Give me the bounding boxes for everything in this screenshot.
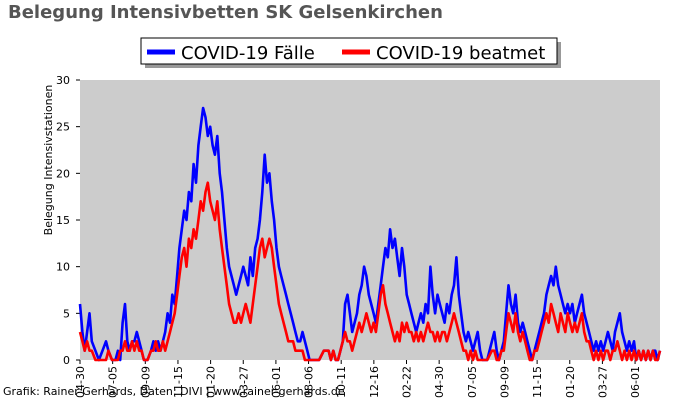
x-tick-label: 03-27 [237, 366, 250, 398]
x-tick-label: 01-20 [564, 366, 577, 398]
x-tick-label: 04-30 [74, 366, 87, 398]
plot-area [80, 80, 660, 360]
x-tick-label: 11-15 [531, 366, 544, 398]
x-tick-label: 07-05 [466, 366, 479, 398]
y-tick-label: 20 [56, 167, 70, 180]
chart-title: Belegung Intensivbetten SK Gelsenkirchen [8, 2, 443, 23]
credit-text: Grafik: Rainer Gerhards, Daten: DIVI | w… [3, 385, 345, 398]
y-tick-label: 10 [56, 261, 70, 274]
y-tick-label: 0 [63, 354, 70, 367]
x-tick-label: 09-09 [498, 366, 511, 398]
x-tick-label: 09-09 [139, 366, 152, 398]
x-tick-label: 06-01 [629, 366, 642, 398]
y-axis: 0 5 10 15 20 25 30 [56, 74, 80, 367]
series-line-beatmet [78, 181, 662, 362]
x-tick-label: 12-16 [368, 366, 381, 398]
x-tick-label: 03-27 [596, 366, 609, 398]
series-lines [78, 106, 662, 362]
x-tick-label: 06-01 [270, 366, 283, 398]
legend-label-faelle: COVID-19 Fälle [181, 43, 315, 64]
x-tick-label: 04-30 [433, 366, 446, 398]
x-tick-label: 11-15 [172, 366, 185, 398]
y-tick-label: 5 [63, 307, 70, 320]
y-tick-label: 30 [56, 74, 70, 87]
x-tick-label: 07-05 [107, 366, 120, 398]
x-tick-label: 10-11 [335, 366, 348, 398]
x-tick-label: 08-06 [303, 366, 316, 398]
legend-label-beatmet: COVID-19 beatmet [376, 43, 545, 64]
y-axis-label: Belegung Intensivstationen [42, 85, 55, 236]
y-tick-label: 15 [56, 214, 70, 227]
x-tick-label: 02-22 [401, 366, 414, 398]
x-axis: 04-30 07-05 09-09 11-15 01-20 03-27 06-01 08-06… [74, 360, 642, 398]
x-tick-label: 01-20 [205, 366, 218, 398]
legend: COVID-19 Fälle COVID-19 beatmet [140, 37, 561, 68]
y-tick-label: 25 [56, 121, 70, 134]
